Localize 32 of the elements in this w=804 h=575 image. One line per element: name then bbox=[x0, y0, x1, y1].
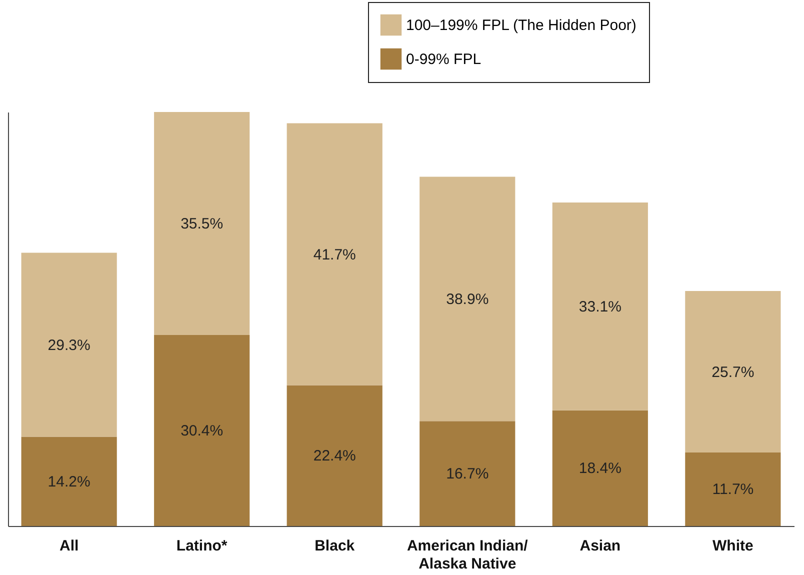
x-tick-label: Black bbox=[314, 538, 356, 554]
bar bbox=[154, 335, 250, 526]
bar bbox=[685, 291, 781, 452]
x-tick-label: All bbox=[59, 538, 79, 554]
x-tick-label: White bbox=[712, 538, 754, 554]
legend-label: 100–199% FPL (The Hidden Poor) bbox=[406, 17, 636, 34]
data-label: 16.7% bbox=[446, 466, 489, 483]
x-tick-label: Latino* bbox=[176, 538, 228, 554]
data-label: 25.7% bbox=[712, 364, 754, 381]
data-label: 38.9% bbox=[446, 290, 489, 308]
bar bbox=[552, 202, 648, 410]
x-tick-label: American Indian/ Alaska Native bbox=[406, 538, 529, 572]
data-label: 41.7% bbox=[313, 246, 356, 264]
bar bbox=[286, 123, 382, 386]
data-label: 11.7% bbox=[712, 481, 754, 498]
data-label: 18.4% bbox=[578, 460, 622, 478]
bar bbox=[685, 452, 781, 526]
data-label: 14.2% bbox=[48, 473, 90, 490]
data-label: 22.4% bbox=[313, 448, 356, 465]
bar bbox=[21, 252, 117, 437]
data-label: 30.4% bbox=[180, 422, 224, 440]
x-tick-label: Asian bbox=[580, 538, 621, 554]
legend-label: 0-99% FPL bbox=[406, 51, 482, 68]
bar bbox=[420, 176, 516, 422]
data-label: 29.3% bbox=[48, 336, 90, 354]
bar bbox=[552, 410, 648, 526]
bar bbox=[420, 421, 516, 526]
bar bbox=[286, 385, 382, 526]
bar bbox=[21, 436, 117, 526]
data-label: 35.5% bbox=[180, 216, 224, 233]
data-label: 33.1% bbox=[578, 298, 622, 316]
bar bbox=[154, 112, 250, 336]
